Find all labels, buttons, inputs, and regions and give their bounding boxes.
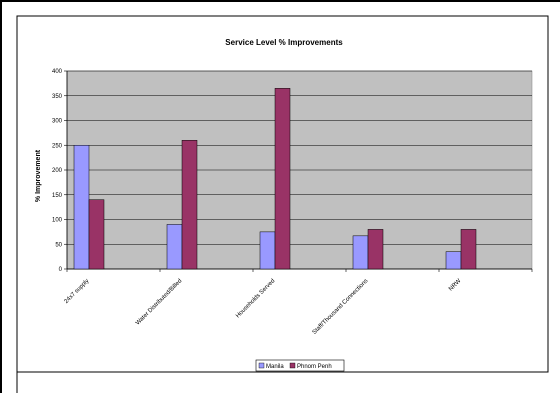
y-tick-label: 250 xyxy=(52,143,63,149)
bar-manila xyxy=(259,231,276,270)
y-tick-label: 150 xyxy=(52,193,63,199)
bar-phnom-penh xyxy=(274,88,291,270)
bar-phnom-penh xyxy=(181,140,198,270)
bar-phnom-penh xyxy=(460,229,477,270)
y-axis-label: % Improvement xyxy=(35,149,42,202)
legend-swatch-manila xyxy=(258,362,265,369)
bar-phnom-penh xyxy=(367,229,384,270)
legend-label: Manila xyxy=(266,364,284,370)
y-tick-label: 400 xyxy=(52,69,63,75)
legend-box xyxy=(255,359,345,372)
bar-manila xyxy=(73,145,90,270)
legend-swatch-phnom-penh xyxy=(289,362,296,369)
bar-phnom-penh xyxy=(88,199,105,270)
y-tick-label: 350 xyxy=(52,94,63,100)
bar-manila xyxy=(445,251,462,270)
y-tick-label: 0 xyxy=(59,267,63,273)
bar-manila xyxy=(352,235,369,270)
y-tick-label: 200 xyxy=(52,168,63,174)
chart-title: Service Level % Improvements xyxy=(225,38,343,47)
y-tick-label: 50 xyxy=(55,242,62,248)
legend-label: Phnom Penh xyxy=(297,364,332,370)
bar-manila xyxy=(166,224,183,270)
y-tick-label: 300 xyxy=(52,119,63,125)
y-tick-label: 100 xyxy=(52,218,63,224)
legend: Manila Phnom Penh xyxy=(255,359,345,372)
